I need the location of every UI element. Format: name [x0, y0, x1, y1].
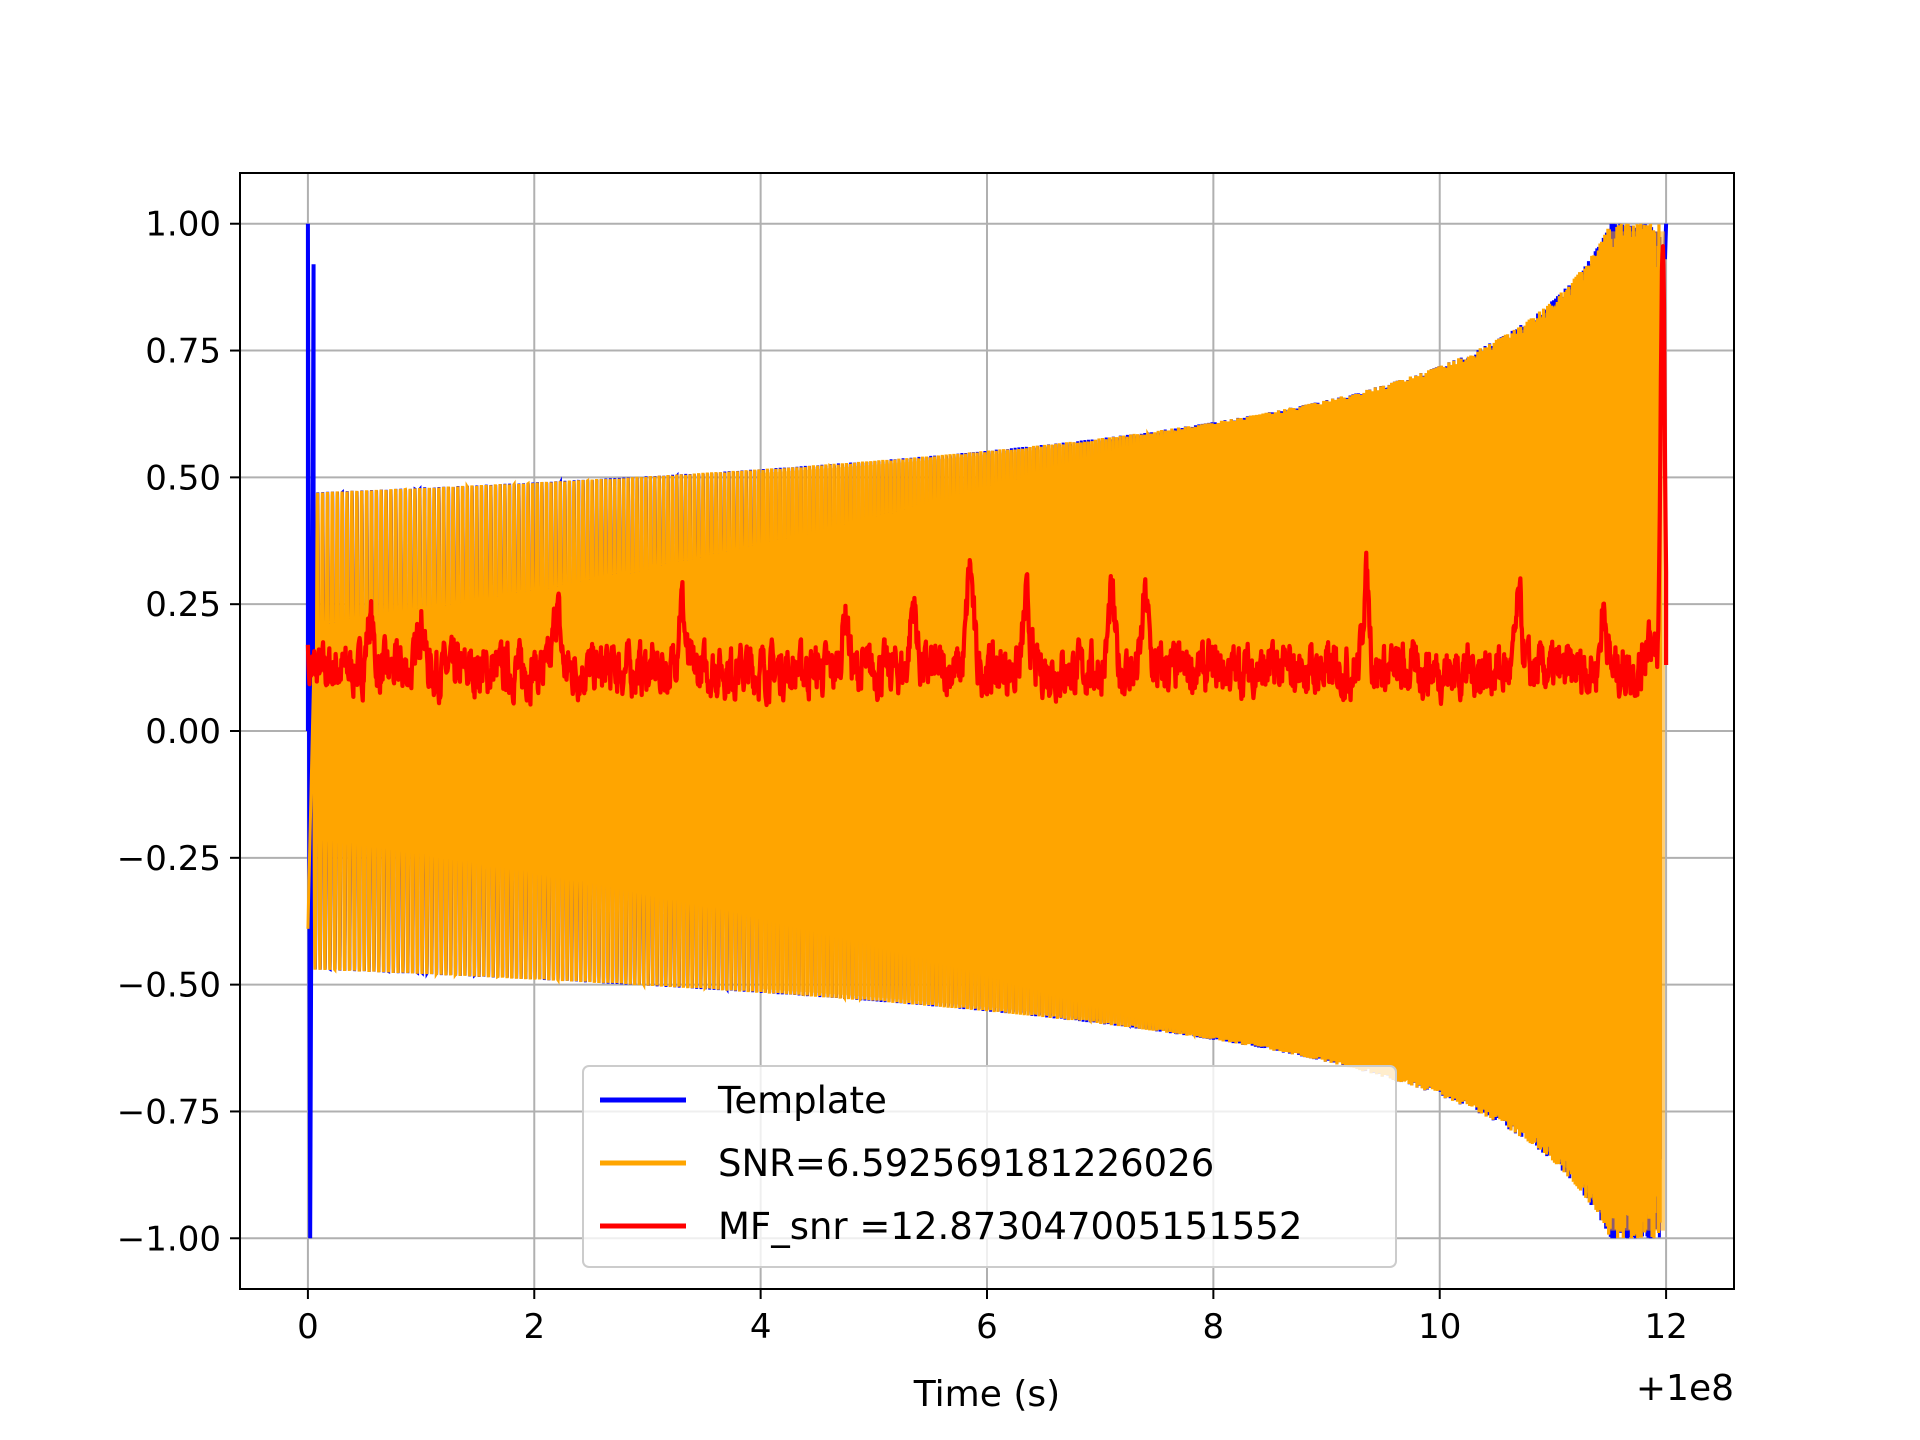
x-axis-label: Time (s) — [913, 1374, 1060, 1415]
y-tick-label: 0.50 — [145, 458, 221, 498]
x-tick-label: 4 — [750, 1307, 772, 1347]
legend-label-mf-snr: MF_snr =12.873047005151552 — [718, 1205, 1302, 1248]
legend-box — [582, 1065, 1397, 1268]
x-tick-label: 12 — [1644, 1307, 1687, 1347]
x-tick-label: 0 — [297, 1307, 319, 1347]
y-tick-label: −1.00 — [117, 1219, 221, 1259]
y-axis: 1.00 0.75 0.50 0.25 0.00 −0.25 −0.50 −0.75 −1.00 — [117, 205, 240, 1259]
x-tick-label: 10 — [1418, 1307, 1461, 1347]
y-tick-label: 1.00 — [145, 205, 221, 245]
y-tick-label: 0.00 — [145, 712, 221, 752]
legend-label-snr: SNR=6.592569181226026 — [718, 1142, 1214, 1185]
y-tick-label: −0.25 — [117, 839, 221, 879]
series-mf-snr-line — [305, 244, 1669, 708]
mf-snr-curve — [305, 244, 1669, 708]
legend-label-template: Template — [717, 1079, 887, 1122]
plot-area — [305, 223, 1669, 1239]
series-snr-line — [306, 223, 1665, 1239]
y-tick-label: −0.75 — [117, 1092, 221, 1132]
y-tick-label: 0.25 — [145, 585, 221, 625]
x-tick-label: 8 — [1203, 1307, 1225, 1347]
x-offset-label: +1e8 — [1636, 1368, 1734, 1409]
x-axis: 0 2 4 6 8 10 12 — [297, 1289, 1688, 1347]
y-tick-label: 0.75 — [145, 332, 221, 372]
template-initial-spike — [305, 223, 316, 1239]
x-tick-label: 6 — [976, 1307, 998, 1347]
x-tick-label: 2 — [523, 1307, 545, 1347]
snr-dense-fill — [760, 231, 1665, 1231]
y-tick-label: −0.50 — [117, 966, 221, 1006]
legend: Template SNR=6.592569181226026 MF_snr =1… — [582, 1065, 1397, 1268]
snr-start — [306, 680, 316, 929]
